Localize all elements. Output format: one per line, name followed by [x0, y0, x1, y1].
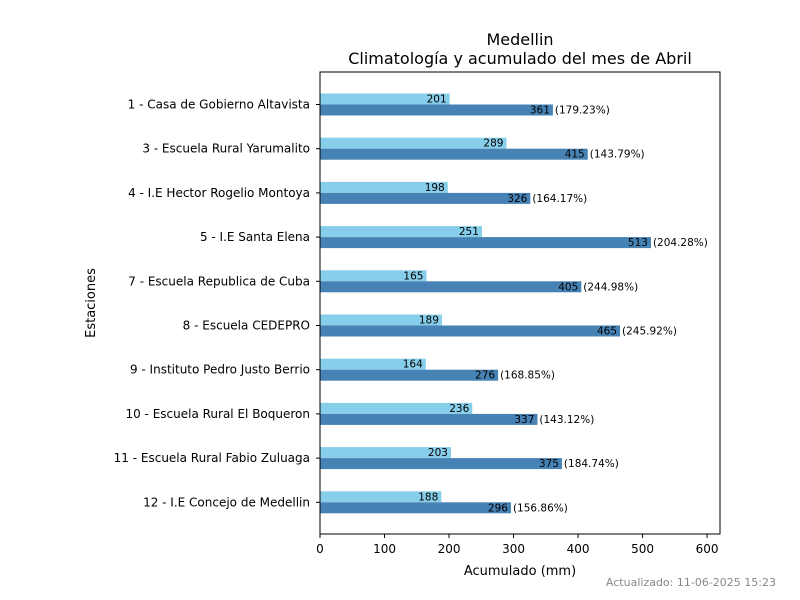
- bar-climatology-label: 289: [483, 138, 503, 150]
- bar-climatology-label: 188: [418, 491, 438, 503]
- y-tick-label: 1 - Casa de Gobierno Altavista: [128, 98, 310, 112]
- bar-percent-label: (143.12%): [539, 414, 594, 426]
- bar-climatology: [320, 491, 442, 503]
- bar-climatology-label: 236: [449, 403, 469, 415]
- bar-accumulated: [320, 458, 562, 470]
- bar-climatology: [320, 314, 442, 326]
- y-tick-label: 8 - Escuela CEDEPRO: [183, 319, 310, 333]
- bar-percent-label: (156.86%): [513, 502, 568, 514]
- chart-subtitle: Climatología y acumulado del mes de Abri…: [348, 49, 692, 68]
- x-tick-label: 600: [696, 542, 719, 556]
- x-tick-label: 300: [502, 542, 525, 556]
- bar-accumulated-label: 276: [475, 370, 495, 382]
- bar-accumulated-label: 296: [488, 502, 508, 514]
- bar-climatology: [320, 358, 426, 370]
- chart-title: Medellin: [486, 30, 553, 49]
- y-axis-label: Estaciones: [84, 268, 99, 338]
- bar-percent-label: (204.28%): [653, 237, 708, 249]
- x-tick-label: 100: [373, 542, 396, 556]
- x-axis-label: Acumulado (mm): [464, 564, 576, 579]
- y-tick-labels: 1 - Casa de Gobierno Altavista 3 - Escuel…: [114, 98, 320, 509]
- bar-climatology-label: 251: [459, 226, 479, 238]
- bar-accumulated-label: 465: [597, 326, 617, 338]
- bars-group: 201 361 (179.23%) 289 415 (143.79%) 198 326 (164…: [320, 93, 708, 514]
- x-tick-label: 0: [316, 542, 324, 556]
- bar-accumulated: [320, 502, 511, 514]
- bar-accumulated: [320, 104, 553, 116]
- bar-climatology-label: 201: [427, 94, 447, 106]
- bar-accumulated-label: 375: [539, 458, 559, 470]
- x-tick-label: 400: [567, 542, 590, 556]
- plot-frame: [319, 71, 721, 535]
- x-tick-label: 200: [438, 542, 461, 556]
- bar-percent-label: (245.92%): [622, 326, 677, 338]
- bar-accumulated-label: 361: [530, 105, 550, 117]
- bar-climatology: [320, 270, 427, 282]
- bar-climatology: [320, 402, 473, 414]
- bar-accumulated-label: 326: [507, 193, 527, 205]
- y-tick-label: 4 - I.E Hector Rogelio Montoya: [128, 186, 310, 200]
- y-tick-label: 3 - Escuela Rural Yarumalito: [142, 142, 310, 156]
- bar-climatology: [320, 137, 507, 149]
- x-tick-label: 500: [631, 542, 654, 556]
- bar-accumulated: [320, 369, 499, 381]
- bar-accumulated: [320, 281, 582, 293]
- bar-climatology-label: 165: [403, 270, 423, 282]
- bar-percent-label: (179.23%): [555, 105, 610, 117]
- y-tick-label: 12 - I.E Concejo de Medellin: [143, 495, 310, 509]
- bar-accumulated: [320, 148, 588, 160]
- bar-climatology: [320, 447, 451, 459]
- bar-climatology: [320, 226, 482, 238]
- bar-climatology: [320, 93, 450, 105]
- bar-accumulated-label: 405: [558, 281, 578, 293]
- bar-accumulated: [320, 192, 531, 204]
- bar-accumulated: [320, 413, 538, 425]
- bar-climatology-label: 189: [419, 315, 439, 327]
- y-tick-label: 5 - I.E Santa Elena: [200, 230, 310, 244]
- bar-accumulated-label: 415: [565, 149, 585, 161]
- bar-accumulated-label: 337: [514, 414, 534, 426]
- bar-percent-label: (164.17%): [532, 193, 587, 205]
- bar-accumulated: [320, 325, 620, 337]
- x-ticks: 0 100 200 300 400 500 600: [316, 534, 719, 556]
- bar-climatology-label: 203: [428, 447, 448, 459]
- updated-timestamp: Actualizado: 11-06-2025 15:23: [606, 576, 776, 589]
- y-tick-label: 7 - Escuela Republica de Cuba: [128, 274, 310, 288]
- bar-climatology: [320, 181, 448, 193]
- bar-percent-label: (184.74%): [564, 458, 619, 470]
- bar-climatology-label: 198: [425, 182, 445, 194]
- bar-accumulated-label: 513: [628, 237, 648, 249]
- bar-climatology-label: 164: [403, 359, 423, 371]
- bar-accumulated: [320, 237, 651, 249]
- y-tick-label: 9 - Instituto Pedro Justo Berrio: [130, 363, 310, 377]
- bar-percent-label: (168.85%): [500, 370, 555, 382]
- y-tick-label: 10 - Escuela Rural El Boqueron: [125, 407, 310, 421]
- bar-percent-label: (244.98%): [583, 281, 638, 293]
- bar-percent-label: (143.79%): [590, 149, 645, 161]
- y-tick-label: 11 - Escuela Rural Fabio Zuluaga: [114, 451, 310, 465]
